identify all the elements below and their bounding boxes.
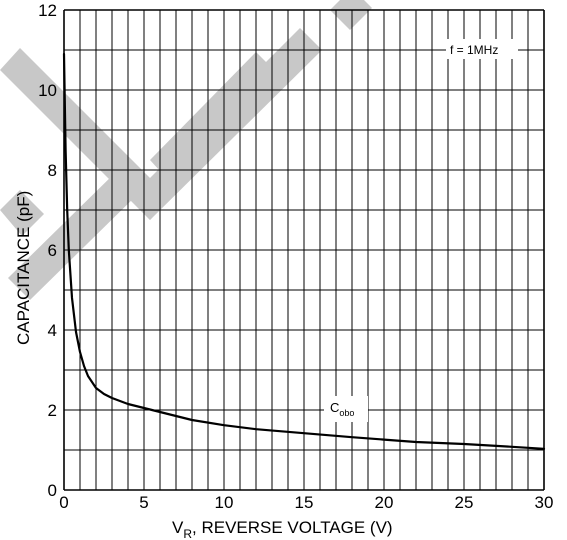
x-axis-title-rest: , REVERSE VOLTAGE (V) <box>192 518 393 537</box>
y-tick-label: 4 <box>48 321 57 340</box>
y-tick-label: 12 <box>38 1 57 20</box>
series-line-cobo <box>62 52 546 450</box>
x-axis-title-sub: R <box>183 527 192 540</box>
x-tick-label: 0 <box>59 493 68 512</box>
watermark-band <box>8 168 142 300</box>
x-tick-label: 25 <box>455 493 474 512</box>
y-tick-label: 6 <box>48 241 57 260</box>
x-axis-title-main: V <box>172 518 184 537</box>
x-tick-label: 15 <box>295 493 314 512</box>
condition-label: f = 1MHz <box>450 43 498 57</box>
y-axis-title: CAPACITANCE (pF) <box>14 191 33 345</box>
tick-labels: 0 5 10 15 20 25 30 0 2 4 6 8 10 12 <box>38 1 553 512</box>
x-tick-label: 20 <box>375 493 394 512</box>
series-label: Cobo <box>330 400 354 418</box>
y-tick-label: 8 <box>48 161 57 180</box>
watermark-band <box>150 52 278 182</box>
condition-label-box <box>446 39 518 59</box>
x-tick-label: 5 <box>139 493 148 512</box>
grid <box>63 9 545 491</box>
y-tick-label: 0 <box>48 481 57 500</box>
watermark-band <box>330 0 372 30</box>
x-tick-label: 10 <box>215 493 234 512</box>
watermark-band <box>0 190 44 236</box>
x-axis-title: VR, REVERSE VOLTAGE (V) <box>172 518 393 540</box>
series-label-main: C <box>330 400 339 415</box>
x-tick-label: 30 <box>535 493 554 512</box>
y-tick-label: 10 <box>38 81 57 100</box>
y-tick-label: 2 <box>48 401 57 420</box>
series-label-sub: obo <box>339 408 354 418</box>
series-label-box <box>324 396 368 422</box>
